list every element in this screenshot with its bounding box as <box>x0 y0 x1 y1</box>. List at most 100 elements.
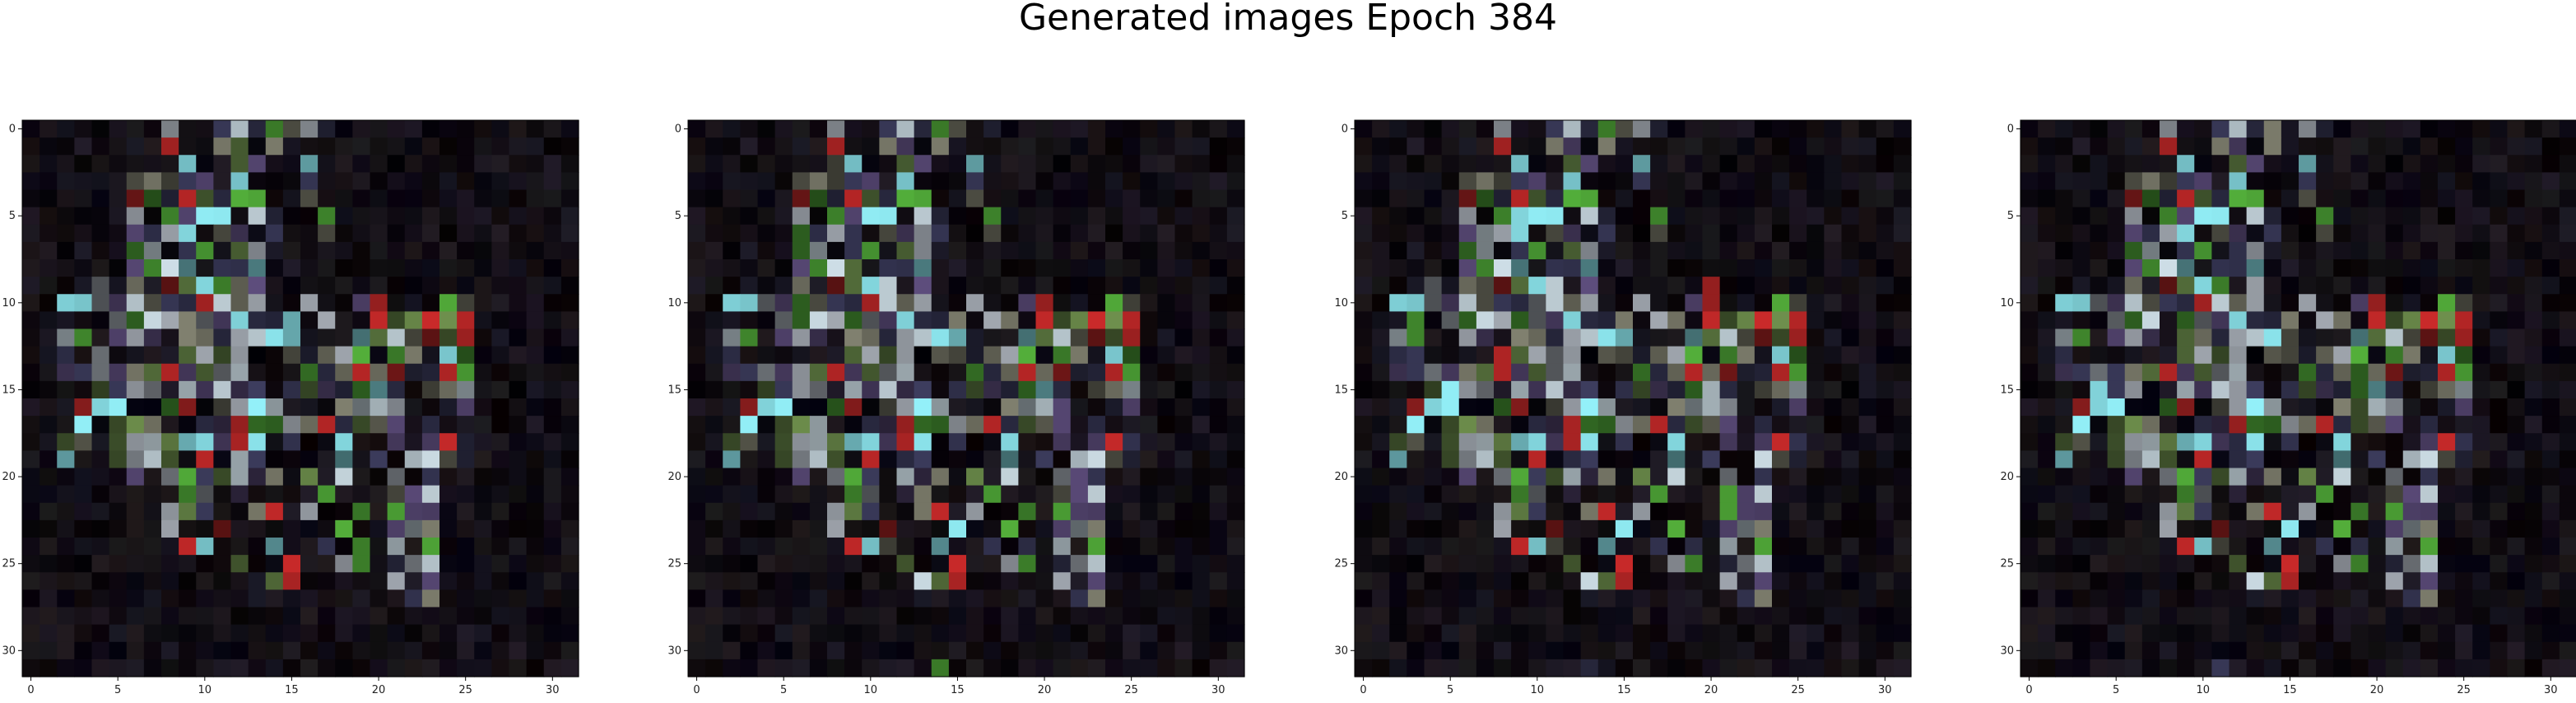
pixel <box>688 294 706 312</box>
pixel <box>1511 347 1529 365</box>
pixel <box>561 503 579 521</box>
pixel <box>897 450 915 468</box>
pixel <box>758 364 776 382</box>
pixel <box>2490 294 2508 312</box>
pixel <box>2125 642 2143 660</box>
pixel <box>109 398 128 417</box>
pixel <box>509 520 528 538</box>
pixel <box>527 259 545 277</box>
pixel <box>179 468 197 487</box>
pixel <box>2560 172 2576 190</box>
pixel <box>2420 190 2439 208</box>
pixel <box>196 155 214 173</box>
pixel <box>1598 572 1616 590</box>
pixel <box>231 137 249 156</box>
pixel <box>775 555 793 573</box>
pixel <box>1720 137 1738 156</box>
pixel <box>1442 172 1460 190</box>
pixel <box>2490 259 2508 277</box>
pixel <box>2230 137 2248 156</box>
pixel <box>2211 277 2230 295</box>
pixel <box>2525 294 2543 312</box>
pixel <box>2264 503 2282 521</box>
pixel <box>1824 416 1842 434</box>
pixel <box>1546 277 1564 295</box>
pixel <box>2490 642 2508 660</box>
pixel <box>1157 503 1175 521</box>
pixel <box>932 277 950 295</box>
pixel <box>1703 172 1721 190</box>
pixel <box>914 329 932 347</box>
pixel <box>1193 555 1211 573</box>
pixel <box>2142 486 2160 504</box>
pixel <box>2490 486 2508 504</box>
pixel <box>949 137 967 156</box>
pixel <box>2472 137 2490 156</box>
pixel <box>474 242 492 260</box>
pixel <box>457 120 475 138</box>
pixel <box>2142 259 2160 277</box>
pixel <box>2194 190 2212 208</box>
y-tick-label: 0 <box>2007 123 2014 136</box>
x-tick-label: 30 <box>546 684 560 696</box>
pixel <box>793 155 811 173</box>
pixel <box>457 172 475 190</box>
pixel <box>810 225 828 243</box>
pixel <box>213 659 231 677</box>
pixel <box>474 172 492 190</box>
pixel <box>2420 347 2439 365</box>
pixel <box>109 450 128 468</box>
pixel <box>352 137 370 156</box>
pixel <box>827 589 845 608</box>
pixel <box>1685 277 1703 295</box>
pixel <box>231 207 249 226</box>
pixel <box>2525 381 2543 399</box>
pixel <box>723 172 741 190</box>
pixel <box>1511 398 1529 417</box>
pixel <box>213 450 231 468</box>
pixel <box>249 120 267 138</box>
pixel <box>2108 277 2126 295</box>
pixel <box>422 450 440 468</box>
pixel <box>1372 120 1390 138</box>
pixel <box>1667 294 1686 312</box>
pixel <box>388 120 406 138</box>
pixel <box>862 486 880 504</box>
pixel <box>2211 468 2230 487</box>
pixel <box>1876 589 1895 608</box>
pixel <box>2350 172 2369 190</box>
pixel <box>2038 172 2056 190</box>
pixel <box>705 520 723 538</box>
pixel <box>2264 589 2282 608</box>
pixel <box>2438 364 2456 382</box>
pixel <box>2386 503 2404 521</box>
pixel <box>1789 538 1807 556</box>
pixel <box>1494 259 1512 277</box>
pixel <box>1210 207 1228 226</box>
pixel <box>161 486 179 504</box>
pixel <box>57 589 75 608</box>
pixel <box>231 538 249 556</box>
pixel <box>283 433 301 451</box>
pixel <box>827 416 845 434</box>
pixel <box>474 555 492 573</box>
pixel <box>335 364 353 382</box>
pixel <box>2194 608 2212 626</box>
pixel <box>1140 486 1158 504</box>
image-panel-4: 0 5 10 15 20 25 30051015202530 <box>1996 112 2576 703</box>
pixel <box>2020 520 2039 538</box>
pixel <box>22 450 40 468</box>
pixel <box>2125 259 2143 277</box>
pixel <box>1842 625 1860 643</box>
pixel <box>2508 416 2526 434</box>
pixel <box>439 503 458 521</box>
pixel <box>2230 520 2248 538</box>
pixel <box>983 172 1002 190</box>
pixel <box>388 155 406 173</box>
pixel <box>827 311 845 329</box>
pixel <box>1650 242 1668 260</box>
pixel <box>249 433 267 451</box>
pixel <box>897 347 915 365</box>
pixel <box>1088 311 1106 329</box>
pixel <box>1494 364 1512 382</box>
